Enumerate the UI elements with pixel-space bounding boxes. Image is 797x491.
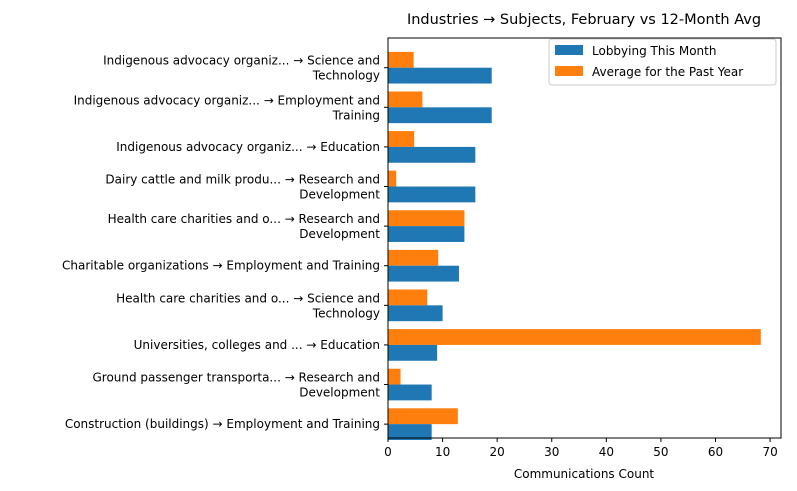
x-tick-label: 30 — [544, 445, 559, 459]
x-tick-label: 60 — [708, 445, 723, 459]
bar-average-past-year — [388, 249, 439, 266]
bar-average-past-year — [388, 210, 465, 227]
bar-lobbying-this-month — [388, 67, 492, 84]
y-tick-label: Universities, colleges and ... → Educati… — [134, 338, 380, 352]
bar-lobbying-this-month — [388, 186, 476, 203]
chart-title: Industries → Subjects, February vs 12-Mo… — [407, 12, 761, 28]
bar-average-past-year — [388, 368, 401, 385]
x-tick-label: 40 — [599, 445, 614, 459]
bar-average-past-year — [388, 289, 428, 306]
bar-average-past-year — [388, 408, 458, 425]
bar-lobbying-this-month — [388, 226, 465, 242]
x-tick-label: 0 — [384, 445, 392, 459]
x-axis-label: Communications Count — [514, 467, 655, 481]
legend-label: Average for the Past Year — [592, 65, 743, 79]
bar-lobbying-this-month — [388, 384, 432, 401]
plot-frame — [387, 37, 782, 439]
legend-swatch — [555, 66, 583, 76]
y-tick-label: Health care charities and o... → Science… — [116, 291, 380, 320]
y-tick-label: Dairy cattle and milk produ... → Researc… — [105, 173, 380, 202]
bar-lobbying-this-month — [388, 305, 443, 322]
y-tick-label: Indigenous advocacy organiz... → Science… — [103, 54, 380, 83]
legend-swatch — [555, 45, 583, 55]
bar-lobbying-this-month — [388, 146, 476, 163]
y-tick-label: Ground passenger transporta... → Researc… — [92, 371, 380, 400]
y-tick-label: Indigenous advocacy organiz... → Educati… — [116, 140, 380, 154]
y-tick-label: Construction (buildings) → Employment an… — [65, 417, 380, 431]
bar-average-past-year — [388, 170, 397, 187]
legend-label: Lobbying This Month — [592, 44, 716, 58]
bar-lobbying-this-month — [388, 344, 438, 361]
x-tick-label: 70 — [762, 445, 777, 459]
bar-average-past-year — [388, 329, 761, 345]
legend-box — [548, 38, 777, 86]
y-tick-label: Health care charities and o... → Researc… — [108, 212, 381, 241]
x-tick-label: 10 — [435, 445, 450, 459]
x-tick-label: 20 — [490, 445, 505, 459]
bar-average-past-year — [388, 91, 423, 108]
bar-lobbying-this-month — [388, 424, 432, 440]
bar-lobbying-this-month — [388, 107, 492, 124]
y-tick-label: Charitable organizations → Employment an… — [62, 259, 380, 273]
x-tick-label: 50 — [653, 445, 668, 459]
y-tick-label: Indigenous advocacy organiz... → Employm… — [74, 93, 380, 122]
bar-average-past-year — [388, 51, 414, 68]
legend: Lobbying This Month Average for the Past … — [548, 38, 777, 86]
bar-average-past-year — [388, 131, 415, 147]
bar-lobbying-this-month — [388, 265, 459, 282]
